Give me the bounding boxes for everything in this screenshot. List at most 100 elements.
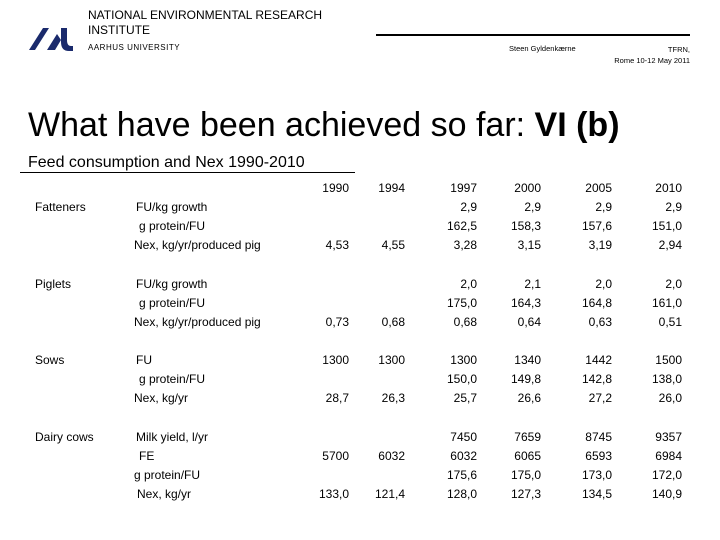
table-cell: 6032 [450,449,477,463]
table-cell: 142,8 [581,372,612,386]
table-cell: 0,68 [381,315,405,329]
table-cell: 2,0 [665,277,682,291]
table-cell: 6984 [655,449,682,463]
year-header: 2000 [514,181,541,195]
table-cell: 1340 [514,353,541,367]
table-cell: 0,64 [517,315,541,329]
table-cell: 161,0 [651,296,682,310]
group-label: Sows [35,353,65,367]
table-cell: 26,6 [517,391,541,405]
slide-subtitle: Feed consumption and Nex 1990-2010 [28,154,305,171]
table-cell: 1300 [450,353,477,367]
header-divider [376,34,690,36]
table-cell: 2,94 [658,238,682,252]
year-header: 1994 [378,181,405,195]
table-cell: 1300 [378,353,405,367]
table-cell: 6593 [585,449,612,463]
event-line-2: Rome 10-12 May 2011 [614,56,690,65]
table-cell: 2,9 [665,200,682,214]
row-label: g protein/FU [134,468,201,482]
table-cell: 0,68 [453,315,477,329]
slide-title-bold: VI (b) [534,106,620,144]
table-cell: 0,73 [325,315,349,329]
year-header: 1997 [450,181,477,195]
table-cell: 164,8 [581,296,612,310]
table-cell: 3,19 [588,238,612,252]
table-cell: 2,9 [460,200,477,214]
table-cell: 26,3 [381,391,405,405]
row-label: Milk yield, l/yr [136,430,209,444]
table-cell: 138,0 [651,372,682,386]
table-cell: 8745 [585,430,612,444]
group-label: Piglets [35,277,72,291]
table-cell: 140,9 [651,487,682,501]
table-cell: 5700 [322,449,349,463]
table-cell: 151,0 [651,219,682,233]
table-cell: 157,6 [581,219,612,233]
year-header: 1990 [322,181,349,195]
table-cell: 1300 [322,353,349,367]
table-cell: 127,3 [510,487,541,501]
table-cell: 7450 [450,430,477,444]
table-cell: 4,53 [325,238,349,252]
table-cell: 2,1 [524,277,541,291]
table-cell: 2,9 [595,200,612,214]
subtitle-underline [20,172,355,173]
table-cell: 134,5 [581,487,612,501]
table-cell: 133,0 [318,487,349,501]
row-label: g protein/FU [139,296,206,310]
row-label: Nex, kg/yr [137,487,192,501]
table-cell: 28,7 [325,391,349,405]
table-cell: 158,3 [510,219,541,233]
table-cell: 121,4 [374,487,405,501]
table-cell: 9357 [655,430,682,444]
aarhus-university-logo-icon [29,28,73,51]
table-cell: 2,0 [595,277,612,291]
year-header: 2010 [655,181,682,195]
table-cell: 0,51 [658,315,682,329]
table-cell: 150,0 [446,372,477,386]
table-cell: 128,0 [446,487,477,501]
table-cell: 6065 [514,449,541,463]
table-cell: 4,55 [381,238,405,252]
table-cell: 1442 [585,353,612,367]
slide-title: What have been achieved so far: VI (b) [28,106,620,145]
table-cell: 3,15 [517,238,541,252]
table-cell: 27,2 [588,391,612,405]
table-cell: 175,0 [510,468,541,482]
institute-name: NATIONAL ENVIRONMENTAL RESEARCH INSTITUT… [88,8,323,37]
table-cell: 175,6 [446,468,477,482]
row-label: Nex, kg/yr [134,391,189,405]
table-cell: 7659 [514,430,541,444]
row-label: Nex, kg/yr/produced pig [134,315,261,329]
table-cell: 164,3 [510,296,541,310]
row-label: g protein/FU [139,372,206,386]
university-name: AARHUS UNIVERSITY [88,43,181,52]
table-cell: 162,5 [446,219,477,233]
row-label: FU/kg growth [136,200,208,214]
slide-title-regular: What have been achieved so far: [28,106,535,144]
event-line-1: TFRN, [667,45,690,54]
row-label: FU/kg growth [136,277,208,291]
row-label: FU [136,353,152,367]
table-cell: 1500 [655,353,682,367]
row-label: FE [139,449,155,463]
table-cell: 0,63 [588,315,612,329]
table-cell: 25,7 [453,391,477,405]
table-cell: 175,0 [446,296,477,310]
row-label: g protein/FU [139,219,206,233]
year-header: 2005 [585,181,612,195]
table-cell: 172,0 [651,468,682,482]
author-name: Steen Gyldenkærne [509,44,576,53]
group-label: Fatteners [35,200,86,214]
table-cell: 3,28 [453,238,477,252]
row-label: Nex, kg/yr/produced pig [134,238,261,252]
table-cell: 149,8 [510,372,541,386]
table-cell: 2,9 [524,200,541,214]
table-cell: 173,0 [581,468,612,482]
event-info: TFRN, Rome 10-12 May 2011 [614,44,690,66]
table-cell: 2,0 [460,277,477,291]
group-label: Dairy cows [35,430,94,444]
table-cell: 6032 [378,449,405,463]
table-cell: 26,0 [658,391,682,405]
